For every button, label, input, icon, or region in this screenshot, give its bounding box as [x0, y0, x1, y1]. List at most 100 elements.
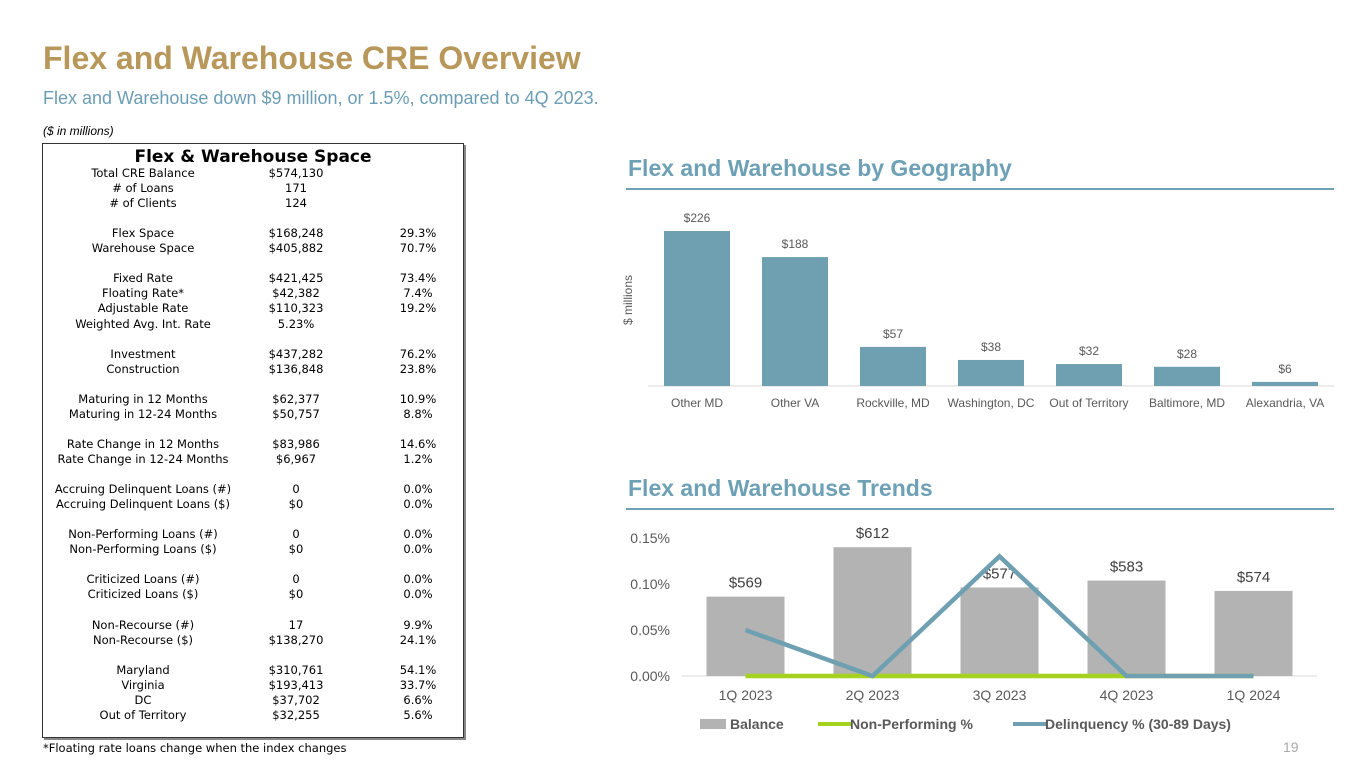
- table-row-label: Adjustable Rate: [97, 301, 189, 316]
- table-row-percent: 9.9%: [403, 617, 433, 632]
- table-row-percent: 0.0%: [403, 527, 433, 542]
- table-row-label: # of Loans: [112, 181, 174, 196]
- table-row: Maturing in 12 Months $62,377 10.9%: [43, 392, 463, 406]
- table-row-label: Non-Performing Loans ($): [69, 542, 217, 557]
- table-row-value: 0: [292, 572, 300, 587]
- table-row-label: Maturing in 12 Months: [78, 391, 208, 406]
- trend-category-label: 1Q 2024: [1227, 687, 1281, 703]
- table-row: Out of Territory $32,255 5.6%: [43, 708, 463, 722]
- table-row-percent: 33.7%: [399, 677, 437, 692]
- trend-balance-bar: [960, 587, 1039, 676]
- trend-balance-bar: [1087, 580, 1166, 676]
- table-row-percent: 0.0%: [403, 572, 433, 587]
- table-row-value: $62,377: [272, 391, 320, 406]
- table-row-value: $310,761: [268, 662, 324, 677]
- table-row-value: 0: [292, 482, 300, 497]
- table-row-label: Criticized Loans (#): [86, 572, 200, 587]
- table-row-percent: 8.8%: [403, 406, 433, 421]
- table-row-value: $0: [288, 542, 304, 557]
- trend-category-label: 3Q 2023: [973, 687, 1027, 703]
- table-row-percent: 1.2%: [403, 451, 433, 466]
- geo-category-label: Alexandria, VA: [1246, 396, 1325, 410]
- geo-bar-label: $28: [1177, 347, 1197, 361]
- trend-balance-bar: [833, 547, 912, 676]
- delinquency-line: [744, 553, 1254, 679]
- table-row-label: Non-Recourse (#): [91, 617, 195, 632]
- geography-bar-chart: $226 Other MD $188 Other VA $57 Rockville, MD…: [621, 211, 1334, 410]
- trends-section-title: Flex and Warehouse Trends: [628, 475, 933, 501]
- page-number: 19: [1283, 739, 1299, 755]
- table-row-percent: 73.4%: [399, 271, 437, 286]
- table-row: Total CRE Balance $574,130: [43, 166, 463, 180]
- table-row-percent: 54.1%: [399, 662, 437, 677]
- table-row: Rate Change in 12-24 Months $6,967 1.2%: [43, 452, 463, 466]
- table-row-label: Accruing Delinquent Loans (#): [54, 482, 232, 497]
- table-row-value: $138,270: [268, 632, 324, 647]
- table-row: Accruing Delinquent Loans ($) $0 0.0%: [43, 497, 463, 511]
- trend-bar-label: $577: [983, 565, 1016, 582]
- page-subtitle: Flex and Warehouse down $9 million, or 1…: [43, 88, 599, 108]
- legend-label: Delinquency % (30-89 Days): [1045, 716, 1231, 732]
- table-row: Non-Performing Loans ($) $0 0.0%: [43, 542, 463, 556]
- table-row-value: $168,248: [268, 226, 324, 241]
- table-row-label: Criticized Loans ($): [87, 587, 199, 602]
- table-row-value: $193,413: [268, 677, 324, 692]
- table-row-value: $405,882: [268, 241, 324, 256]
- table-row-label: Investment: [110, 346, 176, 361]
- trend-category-label: 2Q 2023: [846, 687, 900, 703]
- table-row: Weighted Avg. Int. Rate 5.23%: [43, 317, 463, 331]
- table-row-label: Flex Space: [111, 226, 175, 241]
- geo-category-label: Baltimore, MD: [1149, 396, 1225, 410]
- table-row-label: # of Clients: [109, 196, 177, 211]
- table-row-value: 171: [285, 181, 307, 196]
- table-row: # of Loans 171: [43, 181, 463, 195]
- table-row-value: 5.23%: [277, 316, 315, 331]
- table-row-value: $437,282: [268, 346, 324, 361]
- geo-bar-label: $57: [883, 327, 903, 341]
- table-row-value: $110,323: [268, 301, 324, 316]
- table-row-percent: 6.6%: [403, 692, 433, 707]
- geo-bar: [1056, 364, 1122, 386]
- table-row: Non-Recourse (#) 17 9.9%: [43, 618, 463, 632]
- geo-bar: [958, 359, 1024, 386]
- legend-swatch-balance: [700, 719, 726, 729]
- table-row-value: $136,848: [268, 361, 324, 376]
- table-row-percent: 14.6%: [399, 436, 437, 451]
- table-row: Maryland $310,761 54.1%: [43, 663, 463, 677]
- table-row: DC $37,702 6.6%: [43, 693, 463, 707]
- geo-section-title: Flex and Warehouse by Geography: [628, 155, 1012, 181]
- table-row-value: $42,382: [272, 286, 320, 301]
- table-row: Criticized Loans (#) 0 0.0%: [43, 572, 463, 586]
- table-row-percent: 24.1%: [399, 632, 437, 647]
- geo-bar: [664, 231, 730, 386]
- table-row: Adjustable Rate $110,323 19.2%: [43, 301, 463, 315]
- table-row: Investment $437,282 76.2%: [43, 347, 463, 361]
- table-row-percent: 7.4%: [403, 286, 433, 301]
- table-row: Fixed Rate $421,425 73.4%: [43, 271, 463, 285]
- trend-bar-label: $612: [856, 525, 889, 542]
- geo-bar-label: $38: [981, 340, 1001, 354]
- trend-balance-bar: [706, 596, 785, 676]
- geo-category-label: Rockville, MD: [856, 396, 930, 410]
- table-row-label: Total CRE Balance: [91, 166, 195, 180]
- table-row-value: $0: [288, 497, 304, 512]
- table-row-value: $0: [288, 587, 304, 602]
- table-row: Virginia $193,413 33.7%: [43, 678, 463, 692]
- table-row-percent: 23.8%: [399, 361, 437, 376]
- trends-section-divider: [626, 508, 1334, 510]
- geo-category-label: Washington, DC: [948, 396, 1035, 410]
- table-row-percent: 29.3%: [399, 226, 437, 241]
- table-row-percent: 0.0%: [403, 497, 433, 512]
- legend-label: Non-Performing %: [850, 716, 973, 732]
- table-title: Flex & Warehouse Space: [134, 147, 372, 167]
- trend-y-tick-label: 0.10%: [630, 576, 670, 592]
- table-row-percent: 0.0%: [403, 482, 433, 497]
- geo-category-label: Other MD: [671, 396, 723, 410]
- table-row-value: $83,986: [272, 436, 320, 451]
- table-row-value: $6,967: [275, 451, 317, 466]
- table-row: Flex Space $168,248 29.3%: [43, 226, 463, 240]
- table-row-label: Warehouse Space: [91, 241, 195, 256]
- page-title: Flex and Warehouse CRE Overview: [43, 40, 581, 76]
- table-row-percent: 0.0%: [403, 587, 433, 602]
- table-row-value: $32,255: [272, 707, 320, 722]
